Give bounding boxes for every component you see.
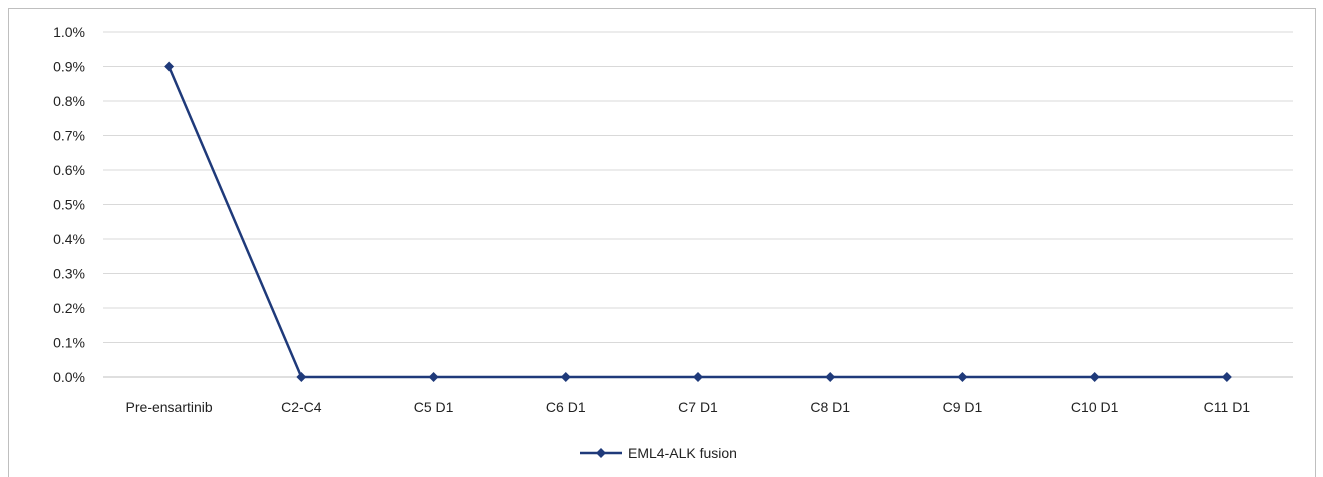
y-tick-label: 0.2% [53, 300, 85, 316]
data-point-marker [1089, 372, 1100, 382]
y-tick-label: 0.5% [53, 197, 85, 213]
data-point-marker [1221, 372, 1232, 382]
data-point-marker [164, 61, 175, 72]
y-tick-label: 0.7% [53, 128, 85, 144]
data-point-marker [296, 372, 307, 382]
y-tick-label: 0.8% [53, 93, 85, 109]
y-tick-label: 0.1% [53, 335, 85, 351]
data-point-marker [428, 372, 439, 382]
x-tick-label: C7 D1 [678, 399, 718, 415]
x-tick-label: C2-C4 [281, 399, 322, 415]
x-tick-label: C8 D1 [810, 399, 850, 415]
y-tick-label: 0.0% [53, 369, 85, 385]
series-layer [164, 61, 1232, 382]
x-tick-label: C9 D1 [943, 399, 983, 415]
y-tick-label: 0.6% [53, 162, 85, 178]
x-tick-label: C6 D1 [546, 399, 586, 415]
legend-diamond-marker [596, 448, 606, 458]
data-point-marker [693, 372, 703, 382]
y-tick-label: 0.4% [53, 231, 85, 247]
data-point-marker [825, 372, 836, 382]
legend: EML4-ALK fusion [580, 445, 737, 461]
x-tick-label: Pre-ensartinib [126, 399, 213, 415]
y-tick-label: 0.3% [53, 266, 85, 282]
x-tick-label: C11 D1 [1204, 399, 1251, 415]
y-axis-tick-labels: 0.0% 0.1% 0.2% 0.3% 0.4% 0.5% 0.6% 0.7% 0.8% 0.9%… [53, 24, 85, 385]
y-tick-label: 0.9% [53, 59, 85, 75]
data-point-marker [560, 372, 571, 382]
x-tick-label: C5 D1 [414, 399, 454, 415]
legend-label-eml4-alk-fusion: EML4-ALK fusion [628, 445, 737, 461]
x-tick-label: C10 D1 [1071, 399, 1119, 415]
series-line [167, 66, 1227, 379]
x-axis-tick-labels: Pre-ensartinib C2-C4 C5 D1 C6 D1 C7 D1 C8 D1 C… [126, 399, 1251, 415]
data-point-marker [957, 372, 968, 382]
chart-frame [8, 8, 1316, 477]
gridlines [103, 31, 1293, 343]
y-tick-label: 1.0% [53, 24, 85, 40]
